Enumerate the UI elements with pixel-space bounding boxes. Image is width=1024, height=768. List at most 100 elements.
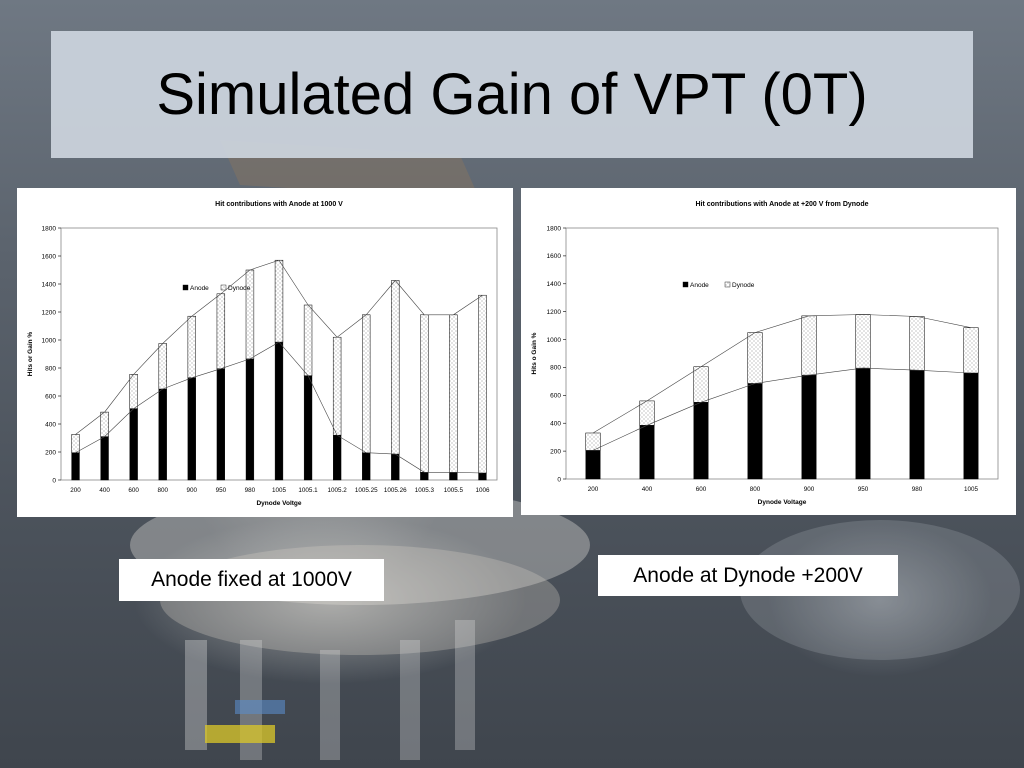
- title-band: Simulated Gain of VPT (0T): [51, 31, 973, 158]
- legend-swatch-anode: [182, 284, 189, 291]
- x-tick-label: 1005: [272, 487, 287, 494]
- y-tick-label: 200: [550, 448, 561, 455]
- caption-right-text: Anode at Dynode +200V: [633, 563, 863, 587]
- x-tick-label: 1005: [964, 486, 979, 493]
- bar-dynode: [216, 293, 226, 369]
- bar-anode: [391, 453, 400, 481]
- bar-dynode: [909, 316, 925, 371]
- bar-anode: [693, 402, 709, 480]
- x-tick-label: 900: [804, 486, 815, 493]
- x-tick-label: 1005.1: [298, 487, 318, 494]
- x-tick-label: 1005.3: [415, 487, 435, 494]
- x-tick-label: 1005.5: [444, 487, 464, 494]
- bar-dynode: [478, 294, 487, 474]
- bar-anode: [420, 472, 429, 481]
- x-tick-label: 800: [157, 487, 168, 494]
- bar-anode: [909, 370, 925, 480]
- y-tick-label: 0: [52, 477, 56, 484]
- chart-right: Hit contributions with Anode at +200 V f…: [531, 201, 999, 506]
- bar-anode: [71, 452, 80, 481]
- y-tick-label: 400: [550, 421, 561, 428]
- y-tick-label: 1400: [547, 281, 562, 288]
- bar-anode: [747, 383, 763, 480]
- bar-dynode: [100, 411, 109, 437]
- bar-anode: [801, 374, 817, 480]
- bar-dynode: [855, 314, 871, 369]
- bar-dynode: [187, 315, 196, 379]
- bar-dynode: [449, 314, 458, 473]
- x-tick-label: 1005.26: [384, 487, 407, 494]
- legend-label-dynode: Dynode: [732, 282, 755, 289]
- bar-anode: [963, 372, 979, 480]
- x-tick-label: 800: [750, 486, 761, 493]
- caption-left: Anode fixed at 1000V: [119, 559, 384, 601]
- bar-anode: [478, 472, 487, 481]
- y-tick-label: 1000: [547, 337, 562, 344]
- bar-anode: [158, 388, 167, 481]
- legend-label-anode: Anode: [190, 285, 209, 292]
- bar-dynode: [303, 304, 313, 376]
- y-tick-label: 800: [550, 365, 561, 372]
- x-tick-label: 900: [187, 487, 198, 494]
- x-tick-label: 1006: [475, 487, 490, 494]
- bar-dynode: [362, 314, 371, 453]
- bar-dynode: [391, 280, 400, 455]
- bar-dynode: [71, 434, 80, 453]
- legend-swatch-anode: [682, 281, 689, 288]
- bar-anode: [855, 367, 871, 480]
- bar-dynode: [420, 314, 429, 473]
- y-tick-label: 0: [557, 476, 561, 483]
- series-line-anode: [592, 367, 972, 451]
- bar-anode: [216, 368, 225, 481]
- x-tick-label: 980: [912, 486, 923, 493]
- bar-dynode: [129, 374, 138, 409]
- y-tick-label: 1600: [547, 253, 562, 260]
- y-tick-label: 1200: [547, 309, 562, 316]
- bar-anode: [639, 425, 655, 480]
- legend-label-anode: Anode: [690, 282, 709, 289]
- y-tick-label: 1000: [42, 337, 57, 344]
- x-tick-label: 980: [245, 487, 256, 494]
- legend-label-dynode: Dynode: [228, 285, 251, 292]
- y-axis-label: Hits or Gain %: [27, 332, 34, 377]
- chart-title: Hit contributions with Anode at 1000 V: [215, 201, 343, 208]
- bar-dynode: [245, 269, 255, 360]
- x-tick-label: 200: [588, 486, 599, 493]
- bar-anode: [333, 434, 342, 481]
- bar-anode: [449, 472, 458, 481]
- series-line-dynode: [75, 259, 483, 435]
- bar-dynode: [274, 259, 284, 343]
- y-tick-label: 1800: [42, 225, 57, 232]
- bar-anode: [274, 341, 284, 481]
- series-line-dynode: [592, 314, 972, 434]
- y-tick-label: 1200: [42, 309, 57, 316]
- x-tick-label: 600: [128, 487, 139, 494]
- bar-dynode: [747, 332, 763, 384]
- bar-dynode: [693, 366, 709, 403]
- bar-anode: [303, 375, 313, 481]
- bar-anode: [129, 408, 138, 481]
- x-tick-label: 950: [858, 486, 869, 493]
- y-tick-label: 200: [45, 449, 56, 456]
- bar-anode: [362, 452, 371, 481]
- x-tick-label: 1005.25: [355, 487, 378, 494]
- x-tick-label: 400: [99, 487, 110, 494]
- x-axis-label: Dynode Voltge: [256, 500, 301, 507]
- y-tick-label: 600: [45, 393, 56, 400]
- bar-anode: [100, 436, 109, 481]
- bar-anode: [187, 377, 196, 481]
- y-axis-label: Hits o Gain %: [531, 332, 538, 374]
- chart-title: Hit contributions with Anode at +200 V f…: [695, 201, 868, 208]
- legend-swatch-dynode: [220, 284, 227, 291]
- x-tick-label: 950: [216, 487, 227, 494]
- plot-area: [565, 227, 999, 480]
- y-tick-label: 1800: [547, 225, 562, 232]
- x-tick-label: 1005.2: [328, 487, 348, 494]
- caption-right: Anode at Dynode +200V: [598, 555, 898, 596]
- x-axis-label: Dynode Voltage: [758, 499, 807, 506]
- y-tick-label: 1400: [42, 281, 57, 288]
- bar-anode: [245, 358, 255, 481]
- y-tick-label: 1600: [42, 253, 57, 260]
- slide-title: Simulated Gain of VPT (0T): [156, 62, 868, 127]
- x-tick-label: 200: [70, 487, 81, 494]
